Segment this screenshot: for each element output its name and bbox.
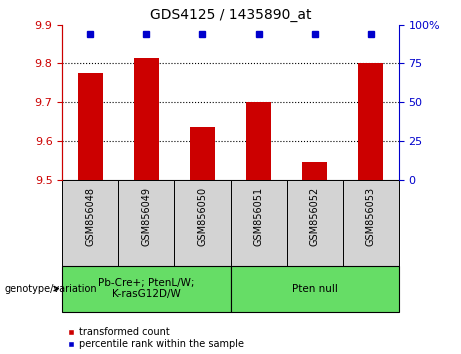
Bar [230,266,399,312]
Title: GDS4125 / 1435890_at: GDS4125 / 1435890_at [150,8,311,22]
Text: GSM856050: GSM856050 [197,187,207,246]
Bar [77,73,103,179]
Bar [174,179,230,266]
Bar [118,179,174,266]
Bar [358,63,384,179]
Bar [62,179,118,266]
Text: GSM856048: GSM856048 [85,187,95,246]
Text: GSM856053: GSM856053 [366,187,376,246]
Text: GSM856051: GSM856051 [254,187,264,246]
Bar [230,179,287,266]
Bar [343,179,399,266]
Bar [246,102,271,179]
Text: genotype/variation: genotype/variation [5,284,97,293]
Legend: transformed count, percentile rank within the sample: transformed count, percentile rank withi… [67,327,244,349]
Bar [190,127,215,179]
Bar [62,266,230,312]
Text: GSM856052: GSM856052 [310,187,319,246]
Bar [287,179,343,266]
Text: Pten null: Pten null [292,284,337,293]
Text: Pb-Cre+; PtenL/W;
K-rasG12D/W: Pb-Cre+; PtenL/W; K-rasG12D/W [98,278,195,299]
Bar [134,58,159,179]
Bar [302,162,327,179]
Text: GSM856049: GSM856049 [142,187,151,246]
